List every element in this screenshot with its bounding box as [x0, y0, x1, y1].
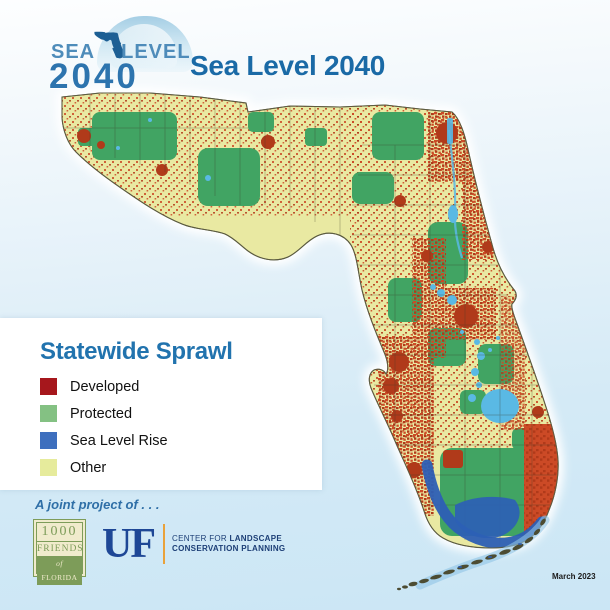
- legend-item-other: Other: [40, 459, 322, 476]
- thousand-friends-of-florida-logo: 1000 FRIENDS of FLORIDA: [33, 519, 86, 585]
- legend-item-protected: Protected: [40, 405, 322, 422]
- lakes: [116, 118, 519, 423]
- legend-panel: Statewide Sprawl Developed Protected Sea…: [0, 318, 322, 490]
- legend-item-sea-level-rise: Sea Level Rise: [40, 432, 322, 449]
- logo-sea-text: SEA: [51, 41, 96, 63]
- florida-keys: [397, 515, 550, 591]
- legend-label: Protected: [70, 405, 133, 422]
- other-swatch: [40, 459, 57, 476]
- developed-swatch: [40, 378, 57, 395]
- florida-icon: [94, 31, 124, 59]
- sealevel-2040-logo: SEA LEVEL 2040: [45, 14, 195, 98]
- legend-label: Sea Level Rise: [70, 432, 168, 449]
- map-date-label: March 2023: [552, 572, 596, 581]
- joint-project-label: A joint project of . . .: [35, 497, 160, 512]
- uf-center-name: CENTER FOR LANDSCAPE CONSERVATION PLANNI…: [172, 534, 286, 553]
- county-lines: [62, 93, 556, 545]
- page-title: Sea Level 2040: [190, 50, 386, 81]
- uf-initials: UF: [102, 520, 156, 567]
- sea-level-rise-swatch: [40, 432, 57, 449]
- legend-label: Other: [70, 459, 107, 476]
- logo-wordmark: SEA LEVEL: [51, 31, 191, 63]
- logo-year-text: 2040: [49, 57, 139, 96]
- protected-swatch: [40, 405, 57, 422]
- friends-logo-1000: 1000: [37, 523, 82, 542]
- legend-label: Developed: [70, 378, 140, 395]
- friends-logo-friends: FRIENDS: [37, 542, 83, 557]
- legend-title: Statewide Sprawl: [40, 338, 233, 365]
- uf-divider: [163, 524, 165, 564]
- friends-logo-florida: of FLORIDA: [37, 557, 82, 585]
- logo-level-text: LEVEL: [121, 41, 191, 63]
- legend-item-developed: Developed: [40, 378, 322, 395]
- uf-center-logo: UF CENTER FOR LANDSCAPE CONSERVATION PLA…: [102, 520, 286, 567]
